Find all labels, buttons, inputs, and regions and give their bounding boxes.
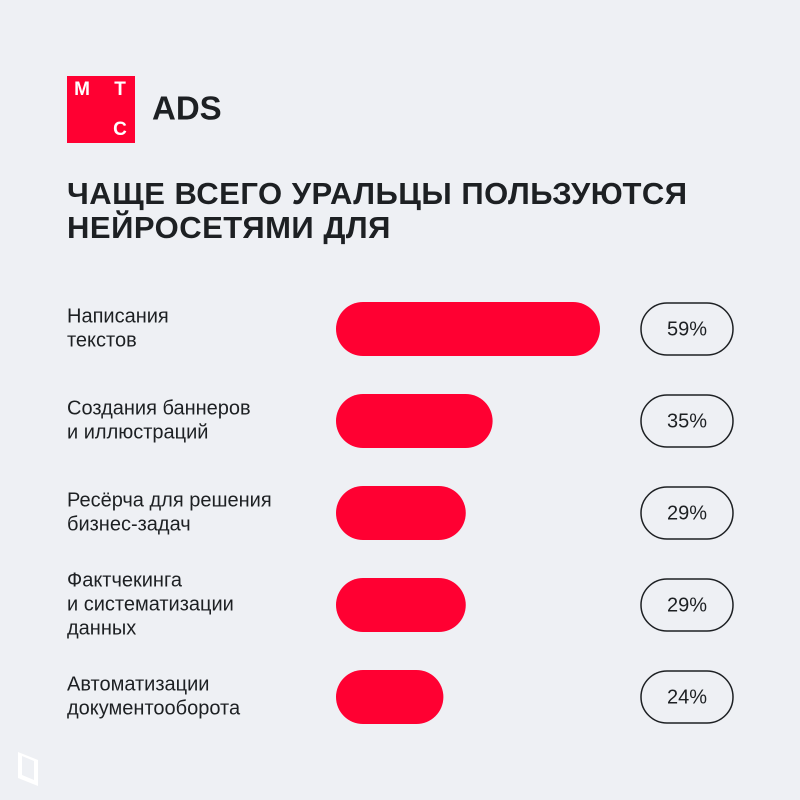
value-pill [640,670,734,724]
value-label: 24% [667,686,707,708]
corner-icon [18,752,38,786]
value-label: 35% [667,410,707,432]
bar [336,302,600,356]
bar [336,670,444,724]
bar [336,394,493,448]
value-label: 59% [667,318,707,340]
category-label: документооборота [67,697,241,719]
value-pill [640,302,734,356]
bar [336,486,466,540]
logo-letter: Т [114,79,126,100]
value-label: 29% [667,502,707,524]
value-label: 29% [667,594,707,616]
logo-letter: С [113,119,127,140]
category-label: данных [67,617,136,639]
category-label: бизнес-задач [67,513,191,535]
logo-letter: М [74,79,90,100]
value-pill [640,486,734,540]
bar [336,578,466,632]
chart-title: НЕЙРОСЕТЯМИ ДЛЯ [67,209,391,245]
category-label: Написания [67,305,169,327]
value-pill [640,394,734,448]
category-label: текстов [67,329,137,351]
value-pill [640,578,734,632]
category-label: и иллюстраций [67,421,208,443]
category-label: Создания баннеров [67,397,251,419]
logo-square [67,76,135,143]
category-label: Ресёрча для решения [67,489,272,511]
category-label: и систематизации [67,593,234,615]
category-label: Фактчекинга [67,569,183,591]
category-label: Автоматизации [67,673,209,695]
chart-title: ЧАЩЕ ВСЕГО УРАЛЬЦЫ ПОЛЬЗУЮТСЯ [67,176,688,211]
brand: ADS [152,90,222,127]
